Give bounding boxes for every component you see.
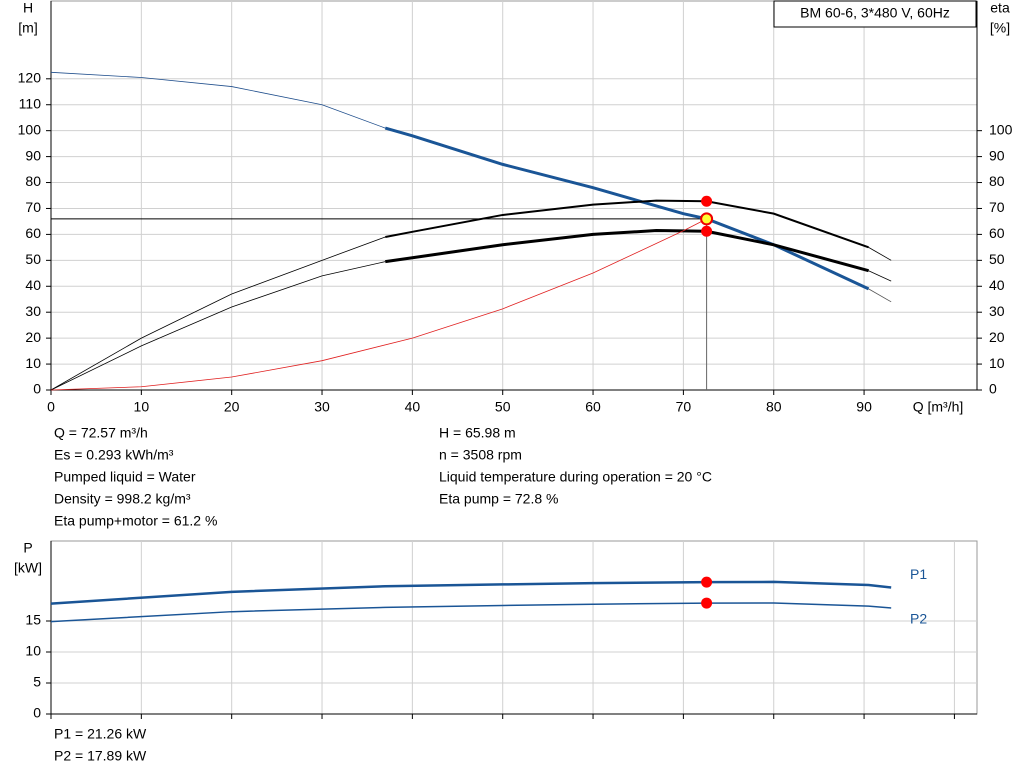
y-tick-label: 10 — [25, 355, 41, 371]
curve — [50, 236, 386, 391]
y-tick-label: 30 — [25, 303, 41, 319]
y-tick-label: 80 — [25, 173, 41, 189]
y2-axis-label: eta — [990, 0, 1010, 16]
curve — [50, 261, 386, 391]
title: BM 60-6, 3*480 V, 60Hz — [800, 5, 950, 21]
y-axis-label: P — [23, 540, 32, 556]
y2-tick-label: 20 — [989, 329, 1005, 345]
x-tick-label: 80 — [766, 399, 782, 415]
x-tick-label: 10 — [134, 399, 150, 415]
x-tick-label: 50 — [495, 399, 511, 415]
y2-tick-label: 80 — [989, 173, 1005, 189]
plot-frame — [50, 0, 978, 391]
y2-tick-label: 90 — [989, 147, 1005, 163]
info-text: Q = 72.57 m³/h — [54, 425, 148, 441]
info-text: Eta pump = 72.8 % — [439, 491, 558, 507]
operating-point — [701, 195, 713, 207]
plot-frame — [50, 540, 978, 715]
x-axis-label: Q [m³/h] — [913, 399, 964, 415]
y2-tick-label: 30 — [989, 303, 1005, 319]
y2-tick-label: 40 — [989, 277, 1005, 293]
y2-tick-label: 60 — [989, 225, 1005, 241]
y2-tick-label: 100 — [989, 121, 1013, 137]
y-tick-label: 90 — [25, 147, 41, 163]
x-tick-label: 70 — [676, 399, 692, 415]
y-tick-label: 5 — [33, 674, 41, 690]
curve — [50, 71, 386, 129]
series-label: P2 — [910, 611, 927, 627]
series-label: P1 — [910, 566, 927, 582]
operating-point — [701, 576, 713, 588]
y-tick-label: 15 — [25, 612, 41, 628]
curve — [385, 229, 869, 273]
info-text: P1 = 21.26 kW — [54, 726, 147, 742]
operating-point — [701, 597, 713, 609]
y-tick-label: 60 — [25, 225, 41, 241]
info-text: Es = 0.293 kWh/m³ — [54, 447, 174, 463]
info-text: P2 = 17.89 kW — [54, 748, 147, 764]
y-tick-label: 20 — [25, 329, 41, 345]
info-text: Eta pump+motor = 61.2 % — [54, 513, 217, 529]
y-tick-label: 120 — [18, 70, 42, 86]
y-tick-label: 0 — [33, 381, 41, 397]
y2-axis-label: [%] — [990, 20, 1010, 36]
operating-point — [700, 212, 714, 226]
y2-tick-label: 10 — [989, 355, 1005, 371]
x-tick-label: 40 — [405, 399, 421, 415]
y-axis-label: [m] — [18, 20, 37, 36]
x-tick-label: 90 — [856, 399, 872, 415]
operating-point — [701, 225, 713, 237]
y-tick-label: 40 — [25, 277, 41, 293]
title-box — [773, 0, 977, 28]
curve — [50, 580, 892, 605]
x-tick-label: 20 — [224, 399, 240, 415]
y-tick-label: 70 — [25, 199, 41, 215]
x-tick-label: 60 — [585, 399, 601, 415]
info-text: Liquid temperature during operation = 20… — [439, 469, 712, 485]
y-tick-label: 110 — [19, 95, 42, 111]
x-tick-label: 0 — [47, 399, 55, 415]
curve — [868, 270, 892, 282]
y-tick-label: 0 — [33, 705, 41, 721]
curve — [384, 126, 870, 291]
y2-tick-label: 50 — [989, 251, 1005, 267]
info-text: n = 3508 rpm — [439, 447, 522, 463]
info-text: H = 65.98 m — [439, 425, 516, 441]
y-tick-label: 50 — [25, 251, 41, 267]
y-tick-label: 10 — [25, 643, 41, 659]
y2-tick-label: 70 — [989, 199, 1005, 215]
x-tick-label: 30 — [314, 399, 330, 415]
curve — [50, 218, 707, 391]
info-text: Density = 998.2 kg/m³ — [54, 491, 191, 507]
curve — [385, 199, 869, 249]
y-axis-label: H — [23, 0, 33, 16]
info-text: Pumped liquid = Water — [54, 469, 196, 485]
y-tick-label: 100 — [18, 121, 42, 137]
curve — [868, 247, 892, 261]
curve — [868, 288, 892, 303]
y2-tick-label: 0 — [989, 381, 997, 397]
y-axis-label: [kW] — [14, 560, 42, 576]
curve — [50, 602, 892, 623]
